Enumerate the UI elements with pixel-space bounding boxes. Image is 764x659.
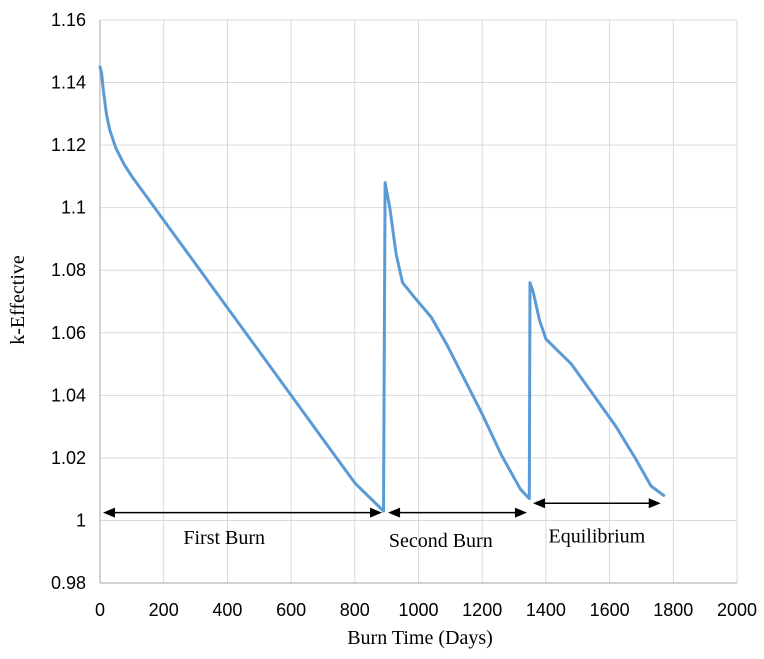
tick-labels: 0.98 1 1.02 1.04 1.06 1.08 1.1 1.12 1.14 1.16 0 200… [51, 10, 757, 620]
y-axis-title: k-Effective [7, 255, 29, 345]
y-tick-label: 1.12 [51, 135, 86, 155]
y-tick-label: 1 [76, 510, 86, 530]
annotation-arrowhead-left [103, 507, 115, 518]
annotation-arrowhead-right [514, 507, 527, 518]
k-effective-series-line [98, 65, 666, 513]
y-tick-label: 1.08 [51, 260, 86, 280]
x-tick-label: 0 [95, 600, 105, 620]
y-tick-label: 1.02 [51, 448, 86, 468]
annotation-arrowhead-right [370, 507, 383, 518]
annotation-label: First Burn [183, 527, 265, 549]
axes [99, 20, 737, 584]
annotation-arrowhead-right [648, 498, 661, 509]
x-tick-label: 400 [212, 600, 242, 620]
y-tick-label: 1.16 [51, 10, 86, 30]
annotation-label: Second Burn [389, 530, 493, 552]
annotation-arrowhead-left [532, 498, 545, 509]
x-tick-label: 1600 [590, 600, 630, 620]
annotation-label: Equilibrium [549, 525, 646, 547]
data-series [98, 65, 666, 513]
y-tick-label: 1.06 [51, 323, 86, 343]
x-tick-label: 1000 [398, 600, 438, 620]
x-tick-label: 2000 [717, 600, 757, 620]
x-tick-label: 600 [276, 600, 306, 620]
annotation-arrowhead-left [388, 507, 401, 518]
y-tick-label: 1.14 [51, 73, 86, 93]
x-tick-label: 1400 [526, 600, 566, 620]
x-tick-label: 800 [340, 600, 370, 620]
annotations: First Burn Second Burn Equilibrium [103, 498, 661, 552]
x-tick-label: 1200 [462, 600, 502, 620]
y-tick-label: 1.1 [61, 198, 86, 218]
x-tick-label: 1800 [653, 600, 693, 620]
y-tick-label: 0.98 [51, 573, 86, 593]
y-tick-label: 1.04 [51, 385, 86, 405]
x-axis-title: Burn Time (Days) [347, 627, 493, 649]
x-tick-label: 200 [149, 600, 179, 620]
